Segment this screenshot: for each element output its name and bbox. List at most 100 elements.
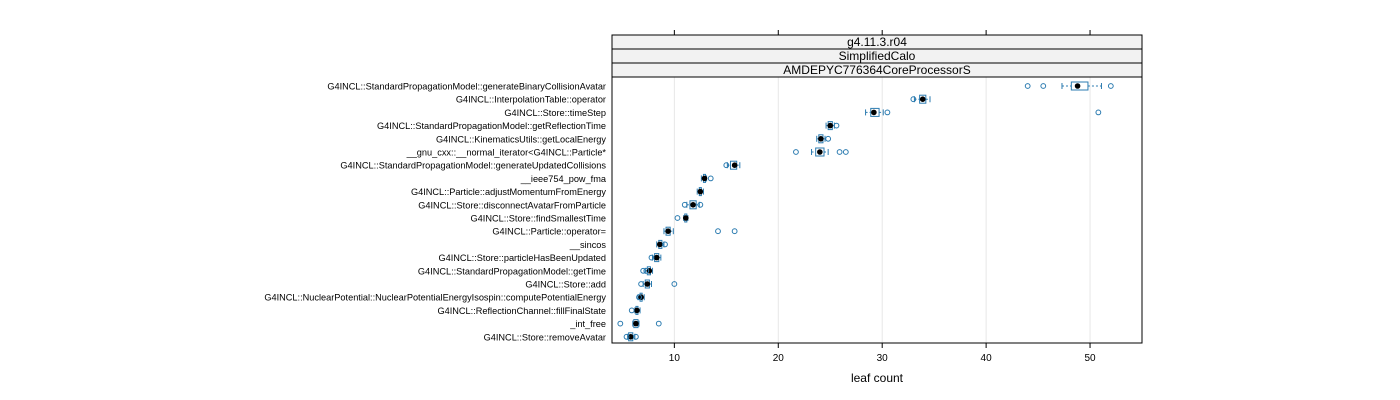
outlier-point xyxy=(731,228,738,235)
outlier-point xyxy=(655,320,662,327)
box-plot-row xyxy=(1024,81,1114,91)
box-plot-row xyxy=(648,253,662,263)
box-plot-row xyxy=(674,213,689,223)
iqr-box xyxy=(689,200,697,210)
outlier-point xyxy=(1024,83,1031,89)
box-plot-row xyxy=(636,292,645,302)
outlier-point xyxy=(833,122,840,129)
outlier-point xyxy=(707,175,714,182)
category-label: G4INCL::StandardPropagationModel::getTim… xyxy=(418,266,606,276)
category-label: _int_free xyxy=(569,319,606,329)
median-dot xyxy=(657,241,663,248)
outlier-point xyxy=(1095,109,1102,116)
median-dot xyxy=(627,334,634,340)
median-dot xyxy=(690,202,696,208)
box-plot-row xyxy=(623,332,639,342)
median-dot xyxy=(682,215,689,221)
category-label: G4INCL::Store::add xyxy=(525,280,606,290)
median-dot xyxy=(633,320,639,327)
category-label: G4INCL::NuclearPotential::NuclearPotenti… xyxy=(264,293,606,303)
category-label: G4INCL::Store::findSmallestTime xyxy=(471,214,606,224)
category-label: G4INCL::Store::particleHasBeenUpdated xyxy=(438,253,606,263)
median-dot xyxy=(871,109,877,116)
box-plot-row xyxy=(640,266,654,276)
median-dot xyxy=(634,307,640,314)
outlier-point xyxy=(662,241,668,248)
category-label: __sincos xyxy=(569,240,607,250)
panel-strips: g4.11.3.r04SimplifiedCaloAMDEPYC776364Co… xyxy=(611,34,1143,78)
x-axis-label: leaf count xyxy=(851,371,904,385)
median-dot xyxy=(731,162,738,168)
strip-label: g4.11.3.r04 xyxy=(847,35,907,49)
category-label: G4INCL::Store::disconnectAvatarFromParti… xyxy=(418,200,606,210)
box-plot-row xyxy=(816,134,832,144)
outlier-point xyxy=(638,281,644,287)
box-plot-row xyxy=(696,187,704,197)
box-plot-row xyxy=(910,94,931,104)
outlier-point xyxy=(715,228,721,235)
box-plot-row xyxy=(663,226,738,236)
plot-panel-frame xyxy=(611,34,1143,344)
outlier-point xyxy=(623,333,630,340)
median-dot xyxy=(818,136,824,142)
outlier-point xyxy=(825,135,832,142)
box-plot-row xyxy=(700,173,714,183)
category-label: G4INCL::StandardPropagationModel::genera… xyxy=(340,161,606,171)
iqr-box xyxy=(815,147,825,157)
x-tick-label: 40 xyxy=(981,353,993,364)
median-dot xyxy=(701,175,708,182)
outlier-point xyxy=(648,254,655,261)
outlier-point xyxy=(723,162,730,169)
grid-lines xyxy=(673,77,1091,343)
category-labels: G4INCL::StandardPropagationModel::genera… xyxy=(264,82,607,343)
category-label: G4INCL::ReflectionChannel::fillFinalStat… xyxy=(437,306,606,316)
category-label: G4INCL::Particle::adjustMomentumFromEner… xyxy=(411,187,606,197)
box-plot-row xyxy=(628,305,641,315)
category-label: __ieee754_pow_fma xyxy=(520,174,607,184)
category-label: G4INCL::KinematicsUtils::getLocalEnergy xyxy=(436,134,606,144)
outlier-point xyxy=(617,320,624,327)
x-axis: 10 20 30 40 50 xyxy=(669,30,1096,364)
box-plot-row xyxy=(617,319,662,329)
outlier-point xyxy=(671,281,678,287)
category-label: G4INCL::Store::timeStep xyxy=(504,108,606,118)
outlier-point xyxy=(636,294,642,301)
median-dot xyxy=(644,281,651,287)
iqr-box xyxy=(1070,81,1089,91)
median-dot xyxy=(919,96,926,102)
box-series xyxy=(617,81,1114,342)
box-plot-row xyxy=(681,200,704,210)
x-tick-label: 20 xyxy=(773,353,785,364)
median-dot xyxy=(653,254,660,261)
outlier-point xyxy=(842,149,849,155)
category-label: G4INCL::InterpolationTable::operator xyxy=(456,95,606,105)
box-plot-row xyxy=(638,279,678,289)
strip-label: AMDEPYC776364CoreProcessorS xyxy=(783,63,970,77)
x-tick-label: 50 xyxy=(1084,353,1096,364)
box-plot-row xyxy=(825,121,840,131)
strip-label: SimplifiedCalo xyxy=(839,49,916,63)
outlier-point xyxy=(836,149,843,155)
median-dot xyxy=(827,122,834,129)
median-dot xyxy=(665,228,671,234)
category-label: G4INCL::StandardPropagationModel::genera… xyxy=(327,82,606,92)
outlier-point xyxy=(681,201,688,208)
median-dot xyxy=(1074,83,1081,89)
x-tick-label: 30 xyxy=(877,353,889,364)
category-label: G4INCL::Particle::operator= xyxy=(492,227,606,237)
outlier-point xyxy=(640,267,647,274)
median-dot xyxy=(817,149,823,155)
box-plot-row xyxy=(656,239,668,249)
outlier-point xyxy=(884,109,891,116)
median-dot xyxy=(697,188,704,195)
outlier-point xyxy=(1040,83,1047,89)
outlier-point xyxy=(643,267,650,274)
outlier-point xyxy=(793,149,799,155)
box-plot-row xyxy=(723,160,741,170)
outlier-point xyxy=(674,215,681,221)
iqr-box xyxy=(870,107,880,117)
category-label: __gnu_cxx::__normal_iterator<G4INCL::Par… xyxy=(406,148,607,158)
outlier-point xyxy=(633,333,639,340)
box-plot-row xyxy=(865,107,1102,117)
